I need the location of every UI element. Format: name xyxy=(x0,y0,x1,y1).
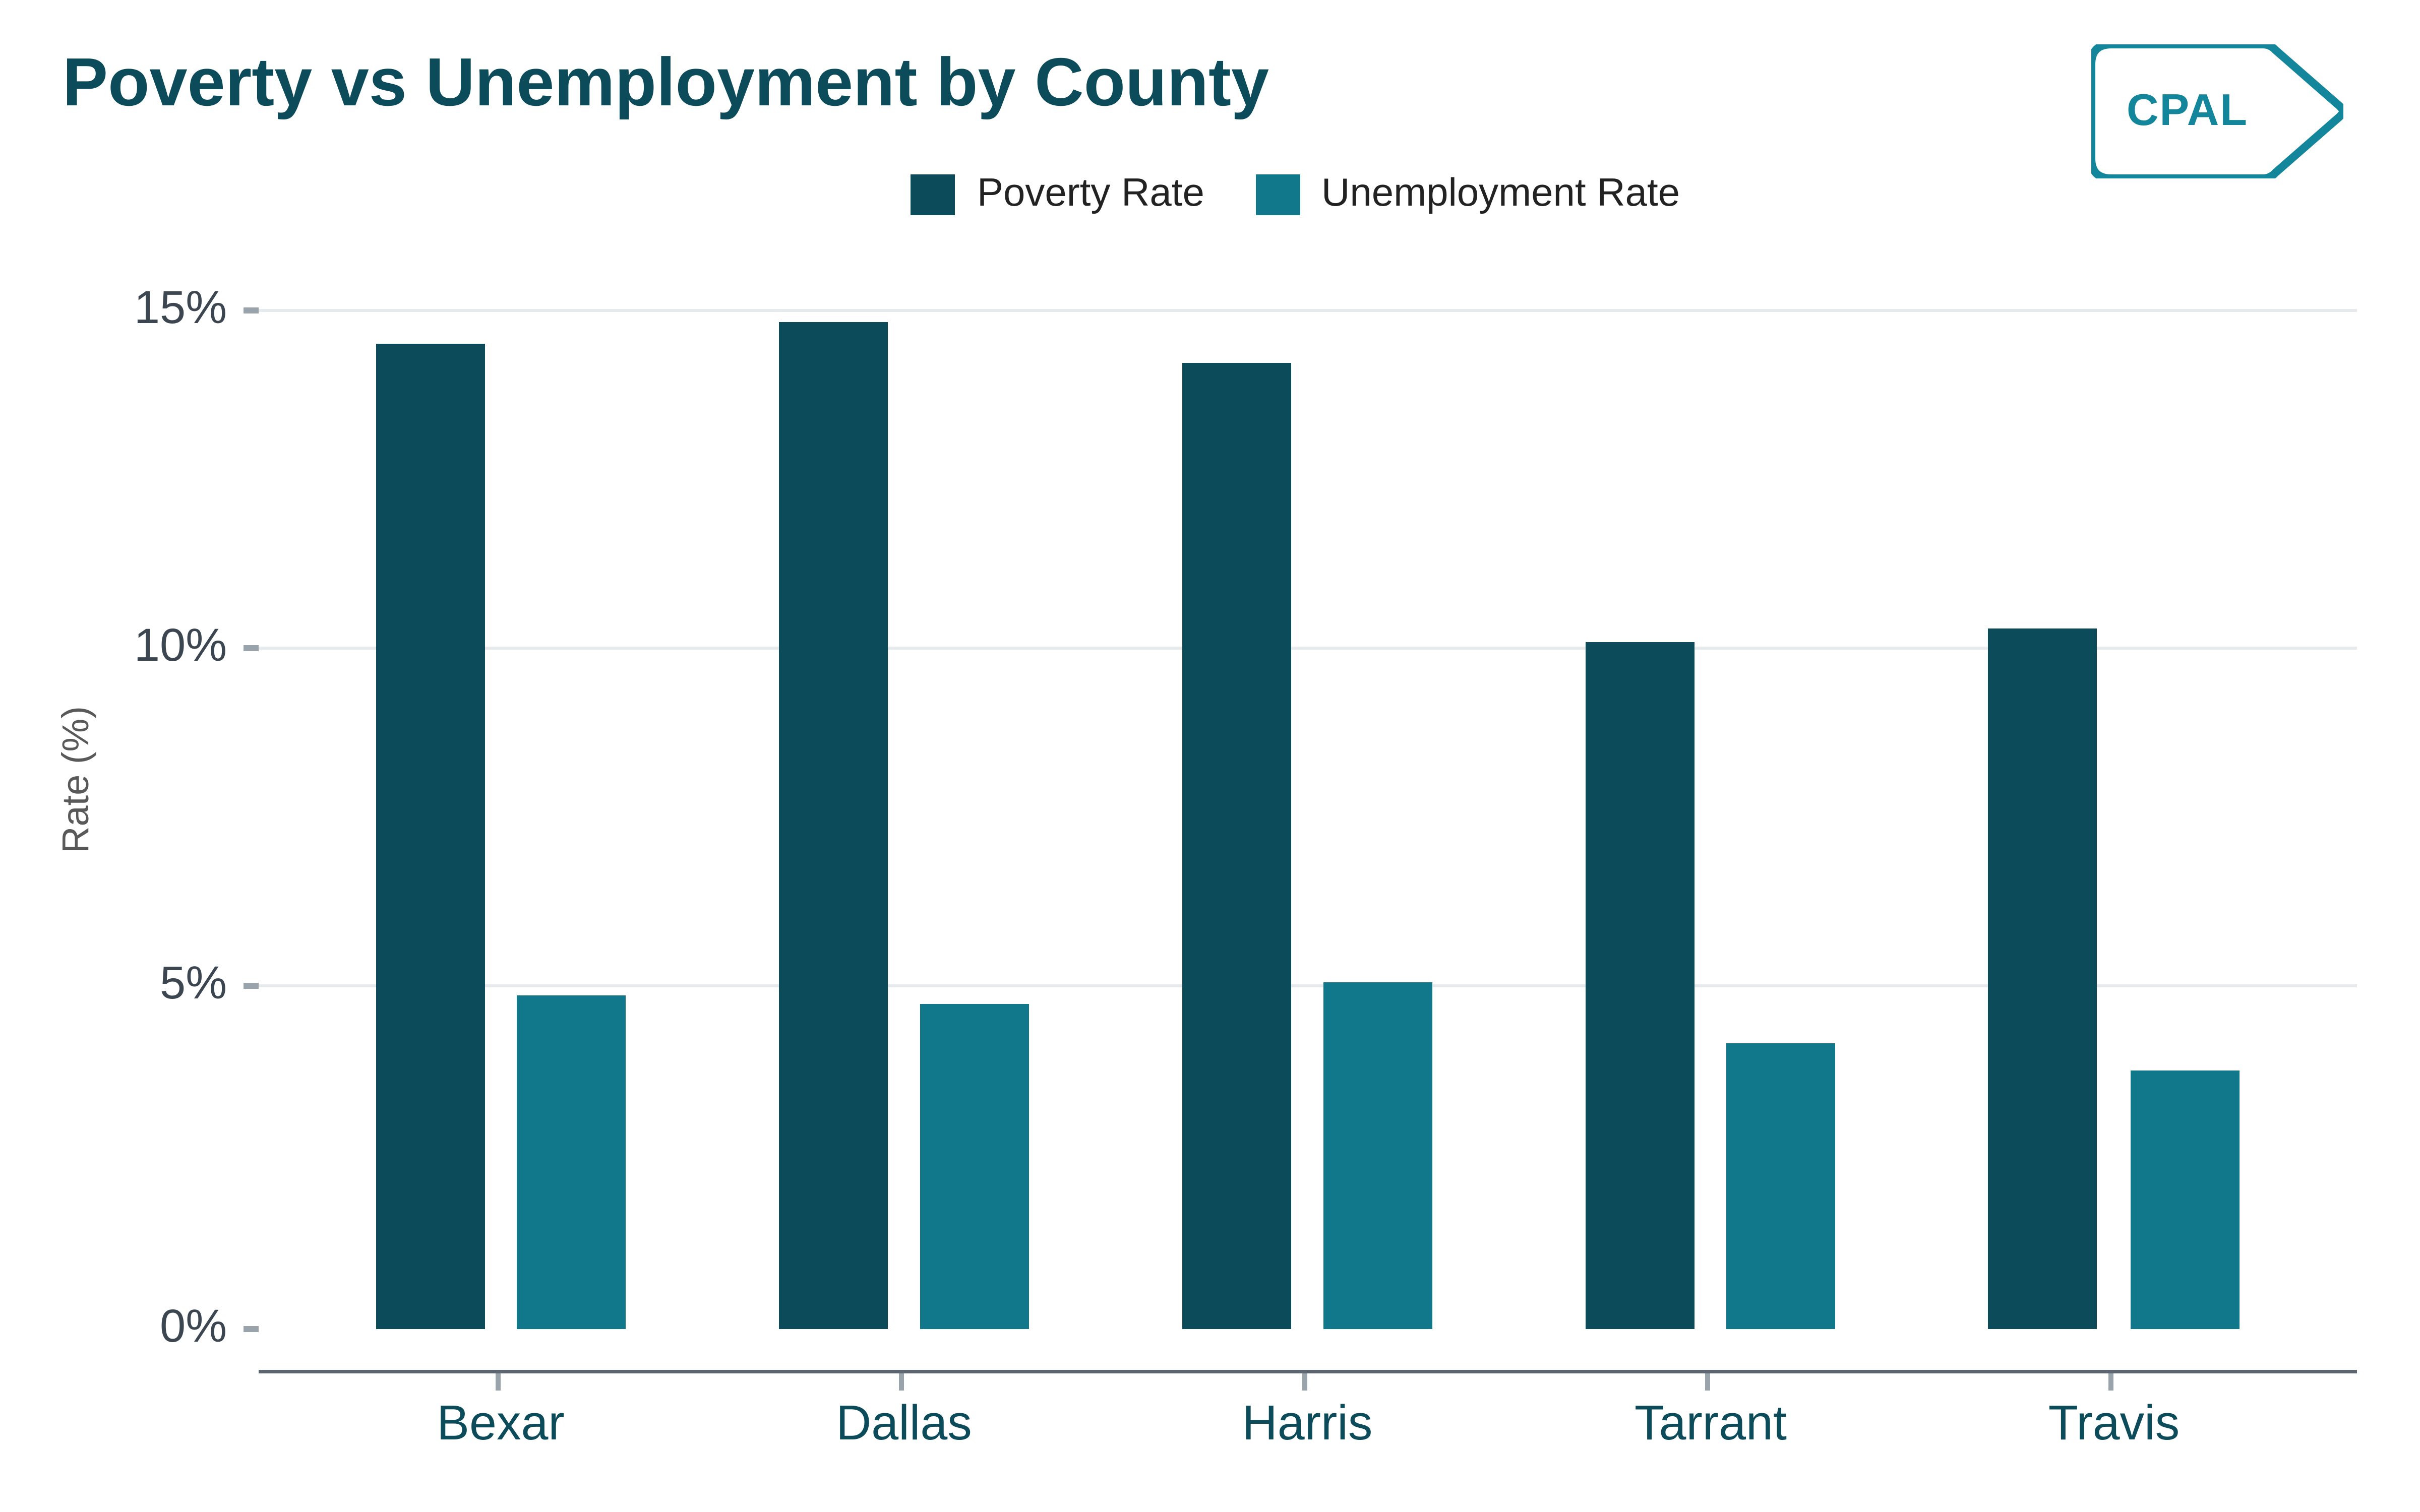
svg-text:CPAL: CPAL xyxy=(2127,85,2248,135)
